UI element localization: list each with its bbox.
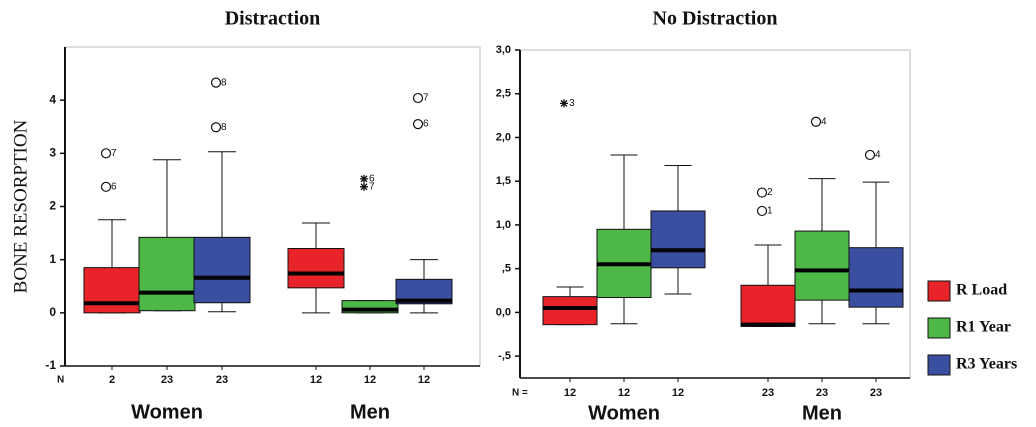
legend-label: R Load [956, 282, 1007, 299]
outlier [210, 77, 222, 88]
n-count: 12 [364, 374, 376, 386]
outlier-label: 7 [423, 93, 429, 104]
outlier-label: 3 [569, 98, 575, 109]
chart-title: No Distraction [653, 8, 778, 30]
box [650, 210, 706, 269]
group-label: Men [350, 401, 390, 423]
outlier-label: 6 [111, 181, 117, 192]
n-count: 23 [762, 387, 774, 399]
box [193, 236, 251, 304]
outlier [412, 118, 424, 130]
outlier [560, 99, 568, 108]
outlier-label: 7 [111, 148, 117, 159]
outlier-label: 2 [767, 187, 773, 198]
n-count: 12 [618, 387, 630, 399]
legend-swatch [927, 317, 951, 339]
y-tick-label: 2,0 [496, 131, 511, 143]
n-count: 23 [216, 374, 228, 386]
n-count: 12 [418, 374, 430, 386]
y-tick-label: 0,0 [496, 306, 511, 318]
outlier [100, 148, 112, 159]
outlier-label: 1 [767, 206, 773, 217]
outlier [100, 181, 112, 192]
y-tick-label: 0 [49, 305, 56, 319]
outlier-label: 6 [369, 173, 375, 184]
group-label: Men [802, 402, 842, 424]
plot-frame [64, 46, 481, 367]
outlier-label: 8 [221, 122, 227, 133]
y-tick-label: 2,5 [496, 88, 511, 100]
outlier [360, 182, 368, 191]
chart-title: Distraction [225, 8, 321, 30]
y-tick-label: 4 [49, 92, 56, 106]
outlier-label: 4 [821, 116, 827, 127]
group-label: Women [588, 402, 660, 424]
n-count: 23 [816, 387, 828, 399]
y-tick-label: 3,0 [496, 44, 511, 56]
box [138, 236, 196, 312]
legend-swatch [927, 280, 951, 302]
outlier-label: 4 [875, 150, 881, 161]
y-tick-label: 2 [49, 199, 56, 213]
outlier [210, 122, 222, 133]
y-tick-label: 1,5 [496, 175, 511, 187]
n-count: 23 [161, 374, 173, 386]
plot-frame [519, 49, 911, 379]
n-label: N [57, 375, 64, 386]
outlier-label: 7 [369, 181, 375, 192]
y-tick-label: ,5 [502, 263, 511, 275]
y-tick-label: 1 [49, 252, 56, 266]
legend-swatch [927, 354, 951, 376]
outlier [810, 116, 822, 127]
n-count: 12 [672, 387, 684, 399]
box [287, 248, 345, 289]
outlier [360, 174, 368, 183]
y-axis-label: BONE RESORPTION [10, 119, 31, 293]
box [848, 247, 904, 308]
n-label: N = [512, 388, 528, 399]
outlier [756, 205, 768, 217]
outlier [756, 187, 768, 198]
y-tick-label: 3 [49, 146, 56, 160]
box [740, 284, 796, 327]
y-tick-label: 1,0 [496, 219, 511, 231]
box [83, 267, 141, 314]
box [542, 296, 598, 326]
box [794, 230, 850, 301]
group-label: Women [131, 401, 203, 423]
outlier-label: 6 [423, 119, 429, 130]
n-count: 23 [870, 387, 882, 399]
n-count: 12 [564, 387, 576, 399]
legend-label: R1 Year [956, 319, 1011, 336]
n-count: 12 [310, 374, 322, 386]
outlier [412, 92, 424, 104]
y-tick-label: -,5 [498, 350, 511, 362]
y-tick-label: -1 [45, 358, 56, 372]
n-count: 2 [109, 374, 115, 386]
legend-label: R3 Years [956, 356, 1017, 373]
outlier-label: 8 [221, 77, 227, 88]
outlier [864, 149, 876, 161]
